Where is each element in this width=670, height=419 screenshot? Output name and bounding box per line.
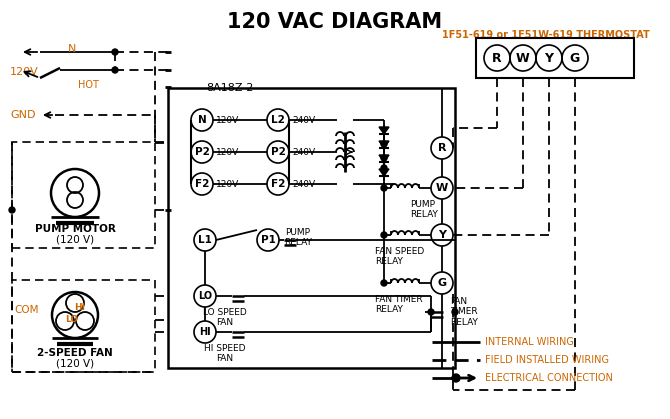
Polygon shape [379, 127, 389, 134]
Text: PUMP
RELAY: PUMP RELAY [284, 228, 312, 247]
Text: FAN TIMER
RELAY: FAN TIMER RELAY [375, 295, 423, 314]
Circle shape [381, 155, 387, 161]
Circle shape [9, 207, 15, 213]
Text: R: R [492, 52, 502, 65]
Text: L2: L2 [271, 115, 285, 125]
Text: Y: Y [438, 230, 446, 240]
Text: G: G [570, 52, 580, 65]
Circle shape [381, 165, 387, 171]
Text: W: W [436, 183, 448, 193]
Circle shape [452, 374, 460, 382]
Text: W: W [516, 52, 530, 65]
Text: GND: GND [10, 110, 36, 120]
Circle shape [381, 185, 387, 191]
Bar [476, 38, 634, 78]
Text: N: N [68, 44, 76, 54]
Text: FAN SPEED
RELAY: FAN SPEED RELAY [375, 247, 424, 266]
Text: 120V: 120V [10, 67, 39, 77]
Text: P1: P1 [261, 235, 275, 245]
Bar [12, 142, 155, 248]
Text: FAN
TIMER
RELAY: FAN TIMER RELAY [450, 297, 478, 327]
Text: HI SPEED
FAN: HI SPEED FAN [204, 344, 246, 363]
Text: L1: L1 [198, 235, 212, 245]
Bar [168, 88, 455, 368]
Bar [12, 280, 155, 372]
Text: HOT: HOT [78, 80, 99, 90]
Text: 120V: 120V [216, 147, 239, 157]
Text: N: N [198, 115, 206, 125]
Text: 120V: 120V [216, 116, 239, 124]
Text: ELECTRICAL CONNECTION: ELECTRICAL CONNECTION [485, 373, 613, 383]
Circle shape [381, 280, 387, 286]
Circle shape [381, 232, 387, 238]
Text: G: G [438, 278, 447, 288]
Text: 8A18Z-2: 8A18Z-2 [206, 83, 254, 93]
Text: P2: P2 [271, 147, 285, 157]
Text: 240V: 240V [292, 147, 315, 157]
Text: R: R [438, 143, 446, 153]
Text: (120 V): (120 V) [56, 234, 94, 244]
Circle shape [381, 141, 387, 147]
Circle shape [112, 49, 118, 55]
Text: LO: LO [66, 316, 78, 324]
Text: FIELD INSTALLED WIRING: FIELD INSTALLED WIRING [485, 355, 609, 365]
Text: 2-SPEED FAN: 2-SPEED FAN [37, 348, 113, 358]
Text: PUMP MOTOR: PUMP MOTOR [35, 224, 115, 234]
Polygon shape [379, 155, 389, 162]
Text: 240V: 240V [292, 116, 315, 124]
Text: 120 VAC DIAGRAM: 120 VAC DIAGRAM [227, 12, 443, 32]
Text: P2: P2 [194, 147, 210, 157]
Text: F2: F2 [195, 179, 209, 189]
Circle shape [428, 309, 434, 315]
Text: HI: HI [74, 303, 86, 311]
Text: LO SPEED
FAN: LO SPEED FAN [203, 308, 247, 327]
Text: 1F51-619 or 1F51W-619 THERMOSTAT: 1F51-619 or 1F51W-619 THERMOSTAT [442, 30, 650, 40]
Text: Y: Y [545, 52, 553, 65]
Text: LO: LO [198, 291, 212, 301]
Polygon shape [379, 141, 389, 148]
Text: HI: HI [199, 327, 211, 337]
Text: INTERNAL WIRING: INTERNAL WIRING [485, 337, 574, 347]
Text: (120 V): (120 V) [56, 358, 94, 368]
Text: PUMP
RELAY: PUMP RELAY [410, 200, 438, 220]
Circle shape [452, 309, 458, 315]
Text: COM: COM [14, 305, 38, 315]
Text: F2: F2 [271, 179, 285, 189]
Text: 120V: 120V [216, 179, 239, 189]
Text: 240V: 240V [292, 179, 315, 189]
Polygon shape [379, 169, 389, 176]
Circle shape [112, 67, 118, 73]
